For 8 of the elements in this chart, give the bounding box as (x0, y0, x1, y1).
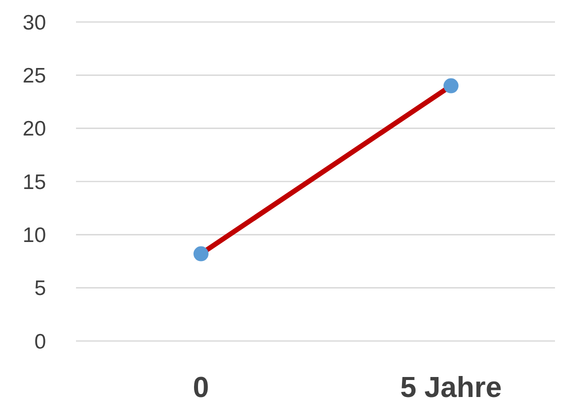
y-tick-label: 25 (22, 64, 46, 88)
x-tick-label: 5 Jahre (400, 372, 502, 404)
y-tick-label: 0 (34, 330, 46, 354)
y-tick-label: 5 (34, 277, 46, 300)
y-tick-label: 15 (22, 170, 46, 194)
y-tick-label: 30 (22, 11, 46, 34)
y-tick-label: 10 (22, 224, 46, 248)
y-tick-label: 20 (22, 118, 46, 141)
